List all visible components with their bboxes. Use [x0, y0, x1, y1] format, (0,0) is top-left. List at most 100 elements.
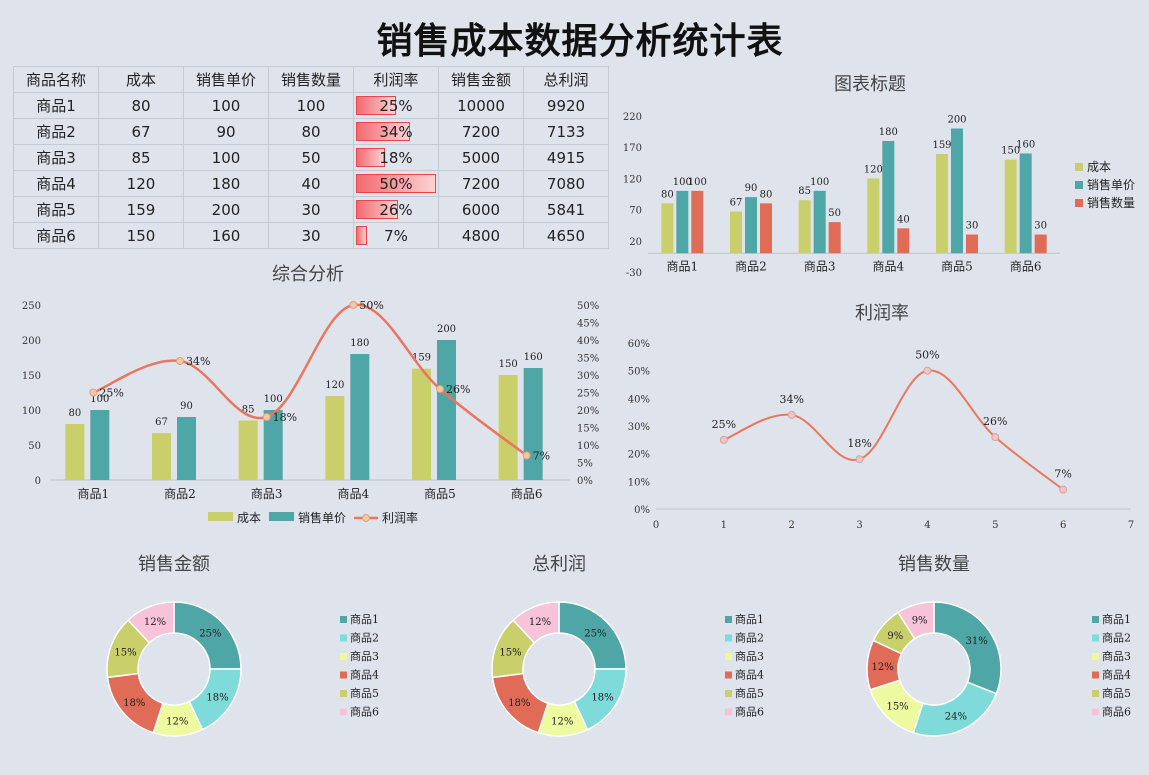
chart-title: 销售金额: [138, 554, 210, 575]
line-data-label: 18%: [273, 411, 297, 424]
legend-label: 商品2: [735, 631, 764, 645]
y-tick-label: 220: [623, 112, 642, 123]
y-tick-label: 120: [623, 174, 642, 185]
data-label: 18%: [847, 437, 871, 450]
data-label: 90: [180, 401, 193, 412]
x-tick-label: 商品3: [251, 486, 283, 501]
line-point: [991, 433, 1000, 442]
cell-cost: 67: [98, 118, 184, 145]
bar-成本: [730, 211, 742, 254]
x-tick-label: 1: [721, 520, 727, 531]
header-cell: 总利润: [523, 66, 609, 93]
cell-cost: 120: [98, 170, 184, 197]
legend-label: 商品2: [350, 631, 379, 645]
slice-label: 25%: [199, 629, 221, 640]
bar-销售单价: [745, 197, 757, 254]
y-tick-label: 10%: [628, 477, 650, 488]
cell-rate: 50%: [353, 170, 439, 197]
bar-成本: [152, 433, 171, 480]
legend-label: 商品4: [1102, 668, 1131, 682]
cell-name: 商品2: [13, 118, 99, 145]
y-tick-label: 0%: [634, 505, 650, 516]
x-tick-label: 商品6: [511, 486, 543, 501]
y-tick-label: 70: [629, 206, 642, 217]
legend-label: 商品6: [350, 705, 379, 719]
header-cell: 销售数量: [268, 66, 354, 93]
legend-swatch: [340, 690, 347, 697]
legend-label: 商品5: [735, 686, 764, 700]
slice-label: 15%: [886, 701, 908, 712]
cell-cost: 80: [98, 92, 184, 119]
bar-销售数量: [828, 222, 841, 254]
legend-swatch: [1092, 616, 1099, 623]
y-tick-label: 0: [35, 476, 41, 487]
cell-price: 160: [183, 222, 269, 249]
y-tick-label: 200: [22, 336, 41, 347]
data-label: 100: [90, 394, 109, 405]
rate-value: 7%: [384, 226, 408, 245]
data-label: 30: [1034, 221, 1047, 232]
cell-profit: 4650: [523, 222, 609, 249]
legend-swatch: [1092, 708, 1099, 716]
data-label: 120: [325, 380, 344, 391]
data-label: 100: [264, 394, 283, 405]
legend-swatch: [1092, 653, 1099, 660]
line-point: [719, 435, 728, 444]
y2-tick-label: 50%: [577, 301, 599, 312]
bar-成本: [798, 200, 811, 254]
data-label: 180: [350, 338, 369, 349]
slice-label: 18%: [508, 698, 530, 709]
pie-slice-商品1: [933, 601, 1002, 695]
legend-marker: [362, 514, 370, 522]
table-row: 商品5 159 200 30 26% 6000 5841: [13, 196, 609, 223]
rate-databar: [356, 122, 410, 141]
legend-swatch: [725, 690, 732, 697]
legend-label: 销售数量: [1087, 195, 1135, 210]
cell-qty: 40: [268, 170, 354, 197]
line-point: [436, 385, 444, 393]
y-tick-label: 20%: [628, 450, 650, 461]
bar-销售单价: [350, 354, 370, 480]
rate-value: 25%: [379, 96, 413, 115]
data-label: 26%: [983, 415, 1007, 428]
y2-tick-label: 45%: [577, 319, 599, 330]
bar-成本: [238, 420, 258, 480]
pie-slice-商品2: [912, 681, 998, 737]
rate-databar: [356, 226, 367, 245]
x-tick-label: 商品5: [424, 486, 456, 501]
legend-swatch: [725, 616, 732, 623]
data-label: 159: [932, 140, 951, 151]
y2-tick-label: 10%: [577, 441, 599, 452]
line-data-label: 50%: [359, 299, 383, 312]
sales-table: 商品名称 成本 销售单价 销售数量 利润率 销售金额 总利润 商品1 80 100 1…: [13, 66, 609, 249]
line-point: [349, 301, 358, 309]
slice-label: 12%: [871, 662, 893, 673]
pie-slice-商品6: [512, 601, 560, 644]
cell-qty: 50: [268, 144, 354, 171]
line-data-label: 7%: [533, 450, 550, 463]
data-label: 7%: [1054, 468, 1071, 481]
rate-databar: [356, 174, 436, 193]
data-label: 67: [155, 417, 168, 428]
cell-cost: 159: [98, 196, 184, 223]
y-tick-label: 170: [623, 143, 642, 154]
cell-price: 200: [183, 196, 269, 223]
data-label: 100: [688, 177, 707, 188]
chart-title: 综合分析: [272, 264, 344, 285]
cell-amount: 5000: [438, 144, 524, 171]
slice-label: 24%: [945, 712, 967, 723]
y-tick-label: 250: [22, 301, 41, 312]
bar-销售单价: [263, 410, 283, 480]
cell-qty: 80: [268, 118, 354, 145]
x-tick-label: 商品1: [78, 486, 110, 501]
x-tick-label: 6: [1060, 520, 1066, 531]
cell-profit: 7133: [523, 118, 609, 145]
legend-swatch: [725, 671, 732, 679]
legend-swatch: [1092, 671, 1099, 679]
data-label: 120: [864, 164, 883, 175]
bar-销售单价: [437, 340, 456, 480]
legend-swatch: [340, 708, 347, 716]
bar-销售数量: [897, 228, 910, 254]
line-point: [1059, 485, 1068, 494]
combo-chart: 综合分析 250 200 150 100 50 0 50% 45% 40% 35% 30% 25% 20%…: [22, 264, 599, 525]
